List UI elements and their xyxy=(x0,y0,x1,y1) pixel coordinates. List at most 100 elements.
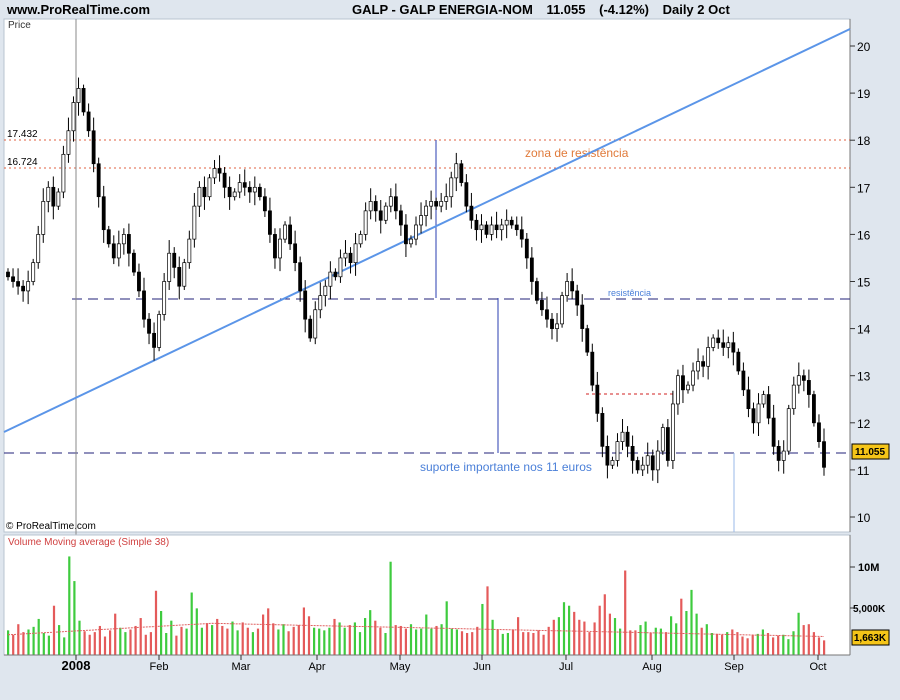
volume-bar xyxy=(323,630,326,655)
volume-bar xyxy=(27,629,30,655)
candle xyxy=(711,337,716,348)
candle xyxy=(61,153,66,193)
candle xyxy=(721,342,726,348)
candle xyxy=(378,210,383,221)
volume-bar xyxy=(160,611,163,655)
candle xyxy=(676,375,680,405)
volume-bar xyxy=(22,632,25,655)
candle xyxy=(404,224,408,245)
volume-bar xyxy=(807,624,810,655)
candle xyxy=(358,234,363,245)
candle xyxy=(494,224,499,231)
candle xyxy=(660,427,665,452)
candle xyxy=(293,243,298,264)
candle xyxy=(499,224,504,231)
volume-bar xyxy=(772,637,775,655)
volume-bar xyxy=(471,632,474,655)
volume-bar xyxy=(364,618,367,655)
candle xyxy=(187,238,192,264)
price-tick-label: 16 xyxy=(857,228,871,242)
last-volume-label: 1,663K xyxy=(854,633,887,644)
volume-bar xyxy=(578,619,581,655)
candle xyxy=(665,427,670,461)
candle xyxy=(222,172,227,188)
price-change: (-4.12%) xyxy=(599,2,649,17)
volume-bar xyxy=(812,632,815,655)
candle xyxy=(575,290,580,306)
volume-bar xyxy=(292,626,295,655)
volume-bar xyxy=(766,633,770,655)
site-link[interactable]: www.ProRealTime.com xyxy=(7,2,151,17)
candle xyxy=(761,394,766,405)
volume-bar xyxy=(415,629,418,655)
candle xyxy=(323,285,328,296)
volume-bar xyxy=(506,633,509,655)
volume-bar xyxy=(588,632,591,655)
candle xyxy=(262,196,267,212)
resistance-label: resistência xyxy=(608,288,651,298)
volume-bar xyxy=(654,627,657,655)
candle xyxy=(645,455,650,466)
volume-bar xyxy=(721,634,724,655)
volume-bar xyxy=(180,626,183,655)
candle xyxy=(670,403,675,461)
volume-bar xyxy=(343,627,346,655)
candle xyxy=(766,394,771,419)
candle xyxy=(6,271,10,278)
volume-bar xyxy=(103,636,107,655)
volume-bar xyxy=(313,627,316,655)
volume-bar xyxy=(358,632,362,655)
trendline[interactable] xyxy=(3,28,851,433)
last-price-label: 11.055 xyxy=(855,447,885,458)
candle xyxy=(771,417,776,447)
volume-bar xyxy=(527,632,530,655)
candle xyxy=(147,318,151,334)
volume-bar xyxy=(328,627,331,655)
volume-bar xyxy=(47,635,50,655)
volume-bar xyxy=(639,625,642,655)
candle xyxy=(242,182,247,188)
volume-bar xyxy=(134,625,137,655)
volume-bar xyxy=(705,624,708,655)
candle xyxy=(555,323,559,329)
candle xyxy=(484,224,489,235)
time-tick-label: Feb xyxy=(150,661,169,673)
candle xyxy=(76,88,81,103)
volume-bar xyxy=(272,623,275,655)
volume-bar xyxy=(634,630,637,655)
candle xyxy=(806,380,811,395)
volume-bar xyxy=(68,556,71,655)
volume-bar xyxy=(552,619,555,655)
candle xyxy=(368,201,373,212)
volume-bar xyxy=(731,629,734,655)
candle xyxy=(21,285,26,292)
volume-bar xyxy=(124,632,127,655)
candle xyxy=(388,196,393,207)
candle xyxy=(126,234,131,254)
instrument-name: GALP - GALP ENERGIA-NOM xyxy=(352,2,533,17)
price-axis: 10 11 12 13 14 15 16 17 18 19 20 xyxy=(850,40,871,525)
volume-bar xyxy=(664,632,668,655)
volume-bar xyxy=(710,633,713,655)
candle xyxy=(313,309,318,339)
candle xyxy=(177,267,182,287)
candle xyxy=(731,342,736,353)
volume-bar xyxy=(557,617,560,655)
candle xyxy=(283,224,287,240)
candle xyxy=(383,205,388,221)
candle xyxy=(137,271,141,292)
time-tick-label: 2008 xyxy=(62,658,91,673)
volume-bar xyxy=(379,627,382,655)
price-tick-label: 14 xyxy=(857,323,871,337)
volume-bar xyxy=(114,613,117,655)
candle xyxy=(197,186,202,207)
candle xyxy=(182,262,187,287)
volume-bar xyxy=(42,633,45,655)
volume-bar xyxy=(466,633,469,655)
volume-bar xyxy=(170,620,173,655)
volume-bar xyxy=(246,627,249,655)
volume-bar xyxy=(338,622,341,655)
candle xyxy=(116,243,121,259)
price-tick-label: 11 xyxy=(857,464,870,478)
